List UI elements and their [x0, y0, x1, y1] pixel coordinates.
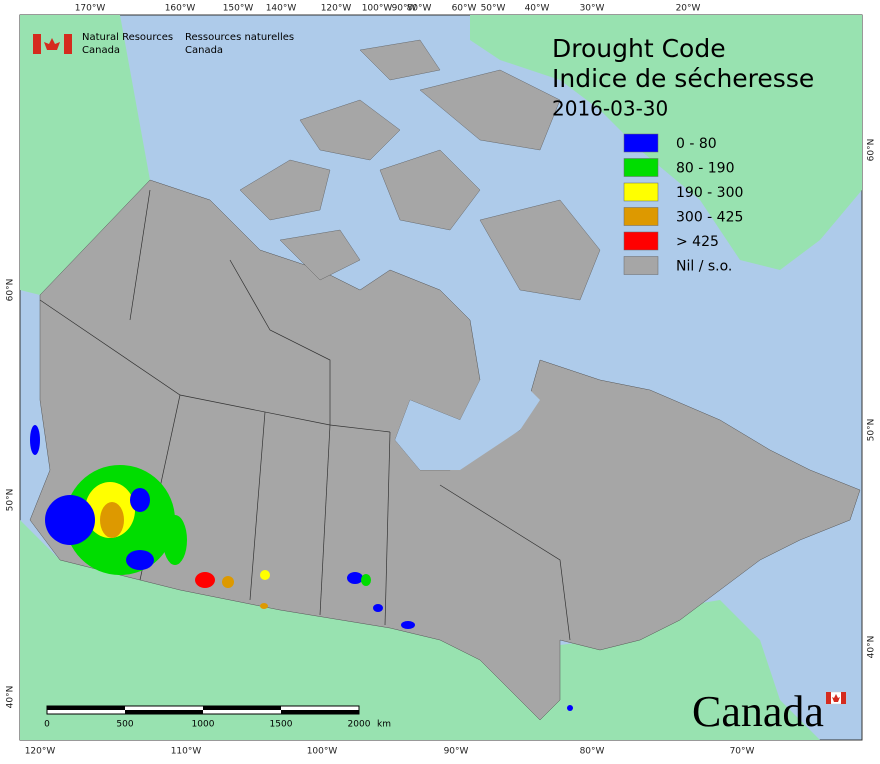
hudson-bay — [395, 380, 540, 470]
title: Indice de sécheresse — [552, 64, 814, 93]
lon-label: 90°W — [392, 4, 417, 14]
lon-label: 20°W — [676, 4, 701, 14]
lon-label: 50°W — [481, 4, 506, 14]
legend-swatch — [623, 207, 659, 226]
flag-bar — [33, 34, 41, 54]
alaska — [20, 15, 150, 295]
scale-label: 1500 — [270, 720, 293, 730]
scale-unit: km — [377, 720, 391, 730]
org-en: Natural Resources — [82, 32, 173, 43]
lon-label: 80°W — [407, 4, 432, 14]
scale-segment — [281, 710, 359, 714]
legend-swatch — [623, 158, 659, 177]
lon-label: 120°W — [321, 4, 352, 14]
scale-segment — [125, 710, 203, 714]
map-frame — [19, 14, 863, 741]
wordmark: Canada — [692, 687, 824, 736]
graticule-labels: 170°W 160°W 150°W 140°W 120°W 100°W 90°W80°W 60… — [6, 4, 877, 757]
title: Drought Code — [552, 34, 726, 63]
legend-label: Nil / s.o. — [676, 259, 732, 275]
wordmark-flag — [825, 691, 847, 705]
lon-label: 160°W — [165, 4, 196, 14]
lat-label: 60°N — [867, 139, 877, 162]
lon-label: 90°W — [444, 747, 469, 757]
scale-segment — [47, 706, 125, 710]
legend-label: > 425 — [676, 234, 719, 250]
lat-label: 40°N — [6, 686, 16, 709]
drought-spots — [30, 425, 573, 711]
lon-label: 100°W — [307, 747, 338, 757]
maple-leaf — [44, 38, 60, 50]
legend-swatch — [623, 256, 659, 275]
scale-label: 1000 — [192, 720, 215, 730]
scale-segment — [203, 706, 281, 710]
lon-label: 170°W — [75, 4, 106, 14]
org-fr: Canada — [185, 45, 223, 56]
org-fr: Ressources naturelles — [185, 32, 294, 43]
scale-label: 0 — [44, 720, 50, 730]
legend-swatch — [623, 231, 659, 251]
lon-label: 150°W — [223, 4, 254, 14]
scale-label: 500 — [116, 720, 133, 730]
lon-label: 100°W — [362, 4, 393, 14]
lat-label: 60°N — [6, 279, 16, 302]
arctic-islands — [239, 39, 601, 301]
legend: 0 - 80 80 - 190 190 - 300 300 - 425 > 425 Nil… — [623, 133, 743, 275]
lat-label: 40°N — [867, 636, 877, 659]
scale-label: 2000 — [348, 720, 371, 730]
lon-label: 120°W — [25, 747, 56, 757]
greenland — [470, 15, 862, 270]
scale-bar: 0 500 1000 1500 2000 km — [44, 705, 391, 730]
header: Natural Resources Canada Ressources natu… — [33, 32, 294, 56]
lon-label: 60°W — [452, 4, 477, 14]
lon-label: 140°W — [266, 4, 297, 14]
usa — [20, 520, 820, 740]
canada — [29, 179, 861, 721]
date: 2016-03-30 — [552, 97, 668, 121]
lat-label: 50°N — [867, 419, 877, 442]
legend-label: 300 - 425 — [676, 210, 743, 226]
legend-label: 80 - 190 — [676, 161, 735, 177]
lon-label: 110°W — [171, 747, 202, 757]
org-en: Canada — [82, 45, 120, 56]
lon-label: 70°W — [730, 747, 755, 757]
legend-label: 0 - 80 — [676, 136, 717, 152]
flag-bar — [64, 34, 72, 54]
legend-swatch — [623, 133, 659, 153]
lon-label: 80°W — [580, 747, 605, 757]
lat-label: 50°N — [6, 489, 16, 512]
lon-label: 30°W — [580, 4, 605, 14]
lon-label: 40°W — [525, 4, 550, 14]
legend-swatch — [623, 182, 659, 202]
legend-label: 190 - 300 — [676, 185, 743, 201]
